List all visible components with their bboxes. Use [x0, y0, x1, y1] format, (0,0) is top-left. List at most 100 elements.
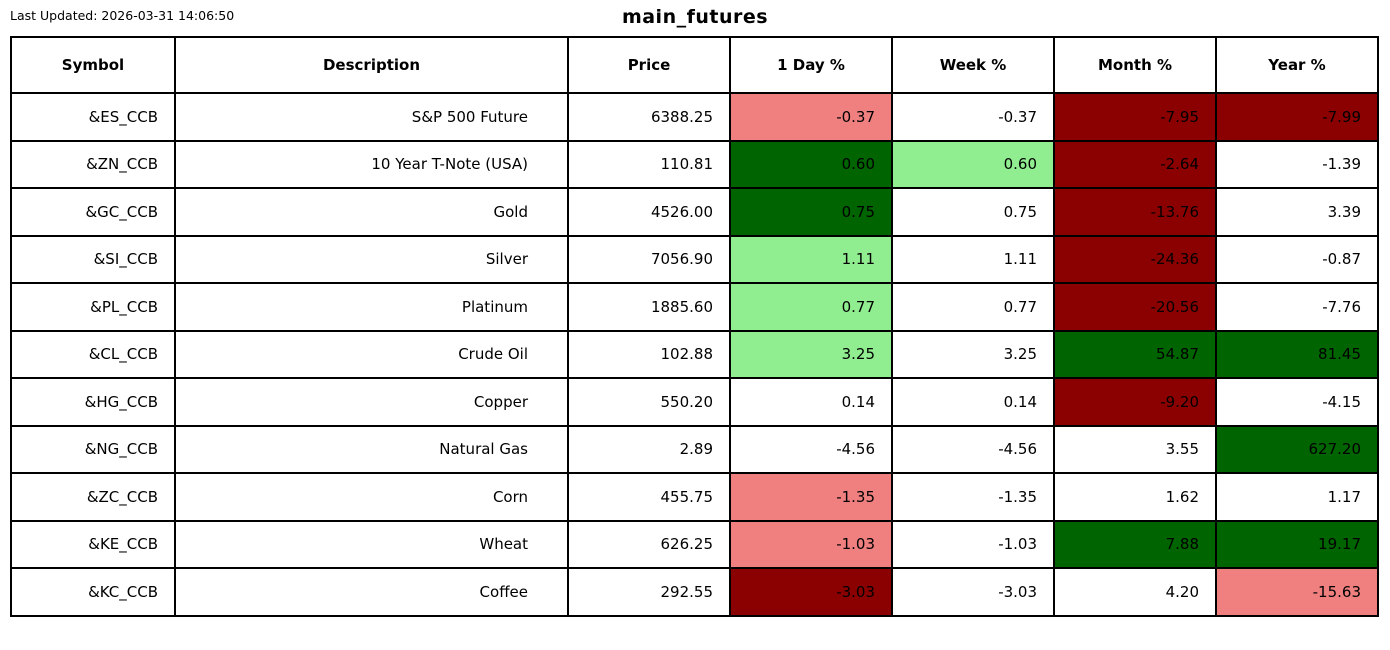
- week-pct-cell: 0.75: [891, 187, 1055, 237]
- column-header-day-pct: 1 Day %: [729, 36, 893, 94]
- table-row: &ZC_CCB Corn 455.75 -1.35 -1.35 1.62 1.17: [10, 472, 1379, 522]
- description-cell: Silver: [174, 234, 569, 284]
- column-header-description: Description: [174, 36, 569, 94]
- table-row: &CL_CCB Crude Oil 102.88 3.25 3.25 54.87 81.45: [10, 329, 1379, 379]
- table-row: &ZN_CCB 10 Year T-Note (USA) 110.81 0.60 0.6…: [10, 139, 1379, 189]
- day-pct-cell: -3.03: [729, 567, 893, 617]
- price-cell: 7056.90: [567, 234, 731, 284]
- description-cell: Natural Gas: [174, 424, 569, 474]
- year-pct-cell: 1.17: [1215, 472, 1379, 522]
- week-pct-cell: -0.37: [891, 92, 1055, 142]
- column-header-month-pct: Month %: [1053, 36, 1217, 94]
- price-cell: 102.88: [567, 329, 731, 379]
- day-pct-cell: 0.77: [729, 282, 893, 332]
- description-cell: Coffee: [174, 567, 569, 617]
- year-pct-cell: -7.76: [1215, 282, 1379, 332]
- symbol-cell: &HG_CCB: [10, 377, 176, 427]
- column-header-year-pct: Year %: [1215, 36, 1379, 94]
- year-pct-cell: -7.99: [1215, 92, 1379, 142]
- price-cell: 1885.60: [567, 282, 731, 332]
- price-cell: 110.81: [567, 139, 731, 189]
- last-updated-label: Last Updated: 2026-03-31 14:06:50: [10, 8, 235, 23]
- page-title: main_futures: [621, 6, 769, 28]
- table-row: &PL_CCB Platinum 1885.60 0.77 0.77 -20.56 -7.7…: [10, 282, 1379, 332]
- month-pct-cell: -7.95: [1053, 92, 1217, 142]
- day-pct-cell: -4.56: [729, 424, 893, 474]
- symbol-cell: &ES_CCB: [10, 92, 176, 142]
- price-cell: 550.20: [567, 377, 731, 427]
- table-row: &ES_CCB S&P 500 Future 6388.25 -0.37 -0.37 -7…: [10, 92, 1379, 142]
- week-pct-cell: 0.77: [891, 282, 1055, 332]
- year-pct-cell: 19.17: [1215, 519, 1379, 569]
- year-pct-cell: 3.39: [1215, 187, 1379, 237]
- table-row: &KC_CCB Coffee 292.55 -3.03 -3.03 4.20 -15.63: [10, 567, 1379, 617]
- price-cell: 6388.25: [567, 92, 731, 142]
- year-pct-cell: 627.20: [1215, 424, 1379, 474]
- day-pct-cell: 0.75: [729, 187, 893, 237]
- symbol-cell: &PL_CCB: [10, 282, 176, 332]
- month-pct-cell: 4.20: [1053, 567, 1217, 617]
- symbol-cell: &ZC_CCB: [10, 472, 176, 522]
- year-pct-cell: -1.39: [1215, 139, 1379, 189]
- day-pct-cell: -1.35: [729, 472, 893, 522]
- column-header-symbol: Symbol: [10, 36, 176, 94]
- price-cell: 4526.00: [567, 187, 731, 237]
- week-pct-cell: -1.35: [891, 472, 1055, 522]
- month-pct-cell: 7.88: [1053, 519, 1217, 569]
- month-pct-cell: -9.20: [1053, 377, 1217, 427]
- day-pct-cell: -1.03: [729, 519, 893, 569]
- month-pct-cell: -20.56: [1053, 282, 1217, 332]
- description-cell: Crude Oil: [174, 329, 569, 379]
- column-header-week-pct: Week %: [891, 36, 1055, 94]
- week-pct-cell: 0.14: [891, 377, 1055, 427]
- month-pct-cell: -2.64: [1053, 139, 1217, 189]
- week-pct-cell: -1.03: [891, 519, 1055, 569]
- symbol-cell: &NG_CCB: [10, 424, 176, 474]
- week-pct-cell: -3.03: [891, 567, 1055, 617]
- description-cell: Wheat: [174, 519, 569, 569]
- price-cell: 626.25: [567, 519, 731, 569]
- year-pct-cell: -15.63: [1215, 567, 1379, 617]
- symbol-cell: &KE_CCB: [10, 519, 176, 569]
- description-cell: Gold: [174, 187, 569, 237]
- description-cell: Corn: [174, 472, 569, 522]
- year-pct-cell: 81.45: [1215, 329, 1379, 379]
- description-cell: Platinum: [174, 282, 569, 332]
- symbol-cell: &GC_CCB: [10, 187, 176, 237]
- table-row: &NG_CCB Natural Gas 2.89 -4.56 -4.56 3.55 627.…: [10, 424, 1379, 474]
- month-pct-cell: 1.62: [1053, 472, 1217, 522]
- symbol-cell: &SI_CCB: [10, 234, 176, 284]
- day-pct-cell: 0.14: [729, 377, 893, 427]
- day-pct-cell: -0.37: [729, 92, 893, 142]
- year-pct-cell: -0.87: [1215, 234, 1379, 284]
- day-pct-cell: 1.11: [729, 234, 893, 284]
- futures-table: Symbol Description Price 1 Day % Week % …: [10, 36, 1379, 617]
- month-pct-cell: -13.76: [1053, 187, 1217, 237]
- week-pct-cell: 1.11: [891, 234, 1055, 284]
- table-row: &GC_CCB Gold 4526.00 0.75 0.75 -13.76 3.39: [10, 187, 1379, 237]
- week-pct-cell: 3.25: [891, 329, 1055, 379]
- month-pct-cell: -24.36: [1053, 234, 1217, 284]
- table-row: &HG_CCB Copper 550.20 0.14 0.14 -9.20 -4.15: [10, 377, 1379, 427]
- price-cell: 2.89: [567, 424, 731, 474]
- day-pct-cell: 3.25: [729, 329, 893, 379]
- symbol-cell: &ZN_CCB: [10, 139, 176, 189]
- column-header-price: Price: [567, 36, 731, 94]
- price-cell: 455.75: [567, 472, 731, 522]
- month-pct-cell: 3.55: [1053, 424, 1217, 474]
- table-row: &SI_CCB Silver 7056.90 1.11 1.11 -24.36 -0.87: [10, 234, 1379, 284]
- description-cell: 10 Year T-Note (USA): [174, 139, 569, 189]
- futures-table-body: &ES_CCB S&P 500 Future 6388.25 -0.37 -0.37 -7…: [10, 92, 1379, 617]
- description-cell: Copper: [174, 377, 569, 427]
- symbol-cell: &CL_CCB: [10, 329, 176, 379]
- description-cell: S&P 500 Future: [174, 92, 569, 142]
- price-cell: 292.55: [567, 567, 731, 617]
- month-pct-cell: 54.87: [1053, 329, 1217, 379]
- week-pct-cell: 0.60: [891, 139, 1055, 189]
- table-row: &KE_CCB Wheat 626.25 -1.03 -1.03 7.88 19.17: [10, 519, 1379, 569]
- week-pct-cell: -4.56: [891, 424, 1055, 474]
- year-pct-cell: -4.15: [1215, 377, 1379, 427]
- table-header-row: Symbol Description Price 1 Day % Week % …: [10, 36, 1379, 94]
- symbol-cell: &KC_CCB: [10, 567, 176, 617]
- day-pct-cell: 0.60: [729, 139, 893, 189]
